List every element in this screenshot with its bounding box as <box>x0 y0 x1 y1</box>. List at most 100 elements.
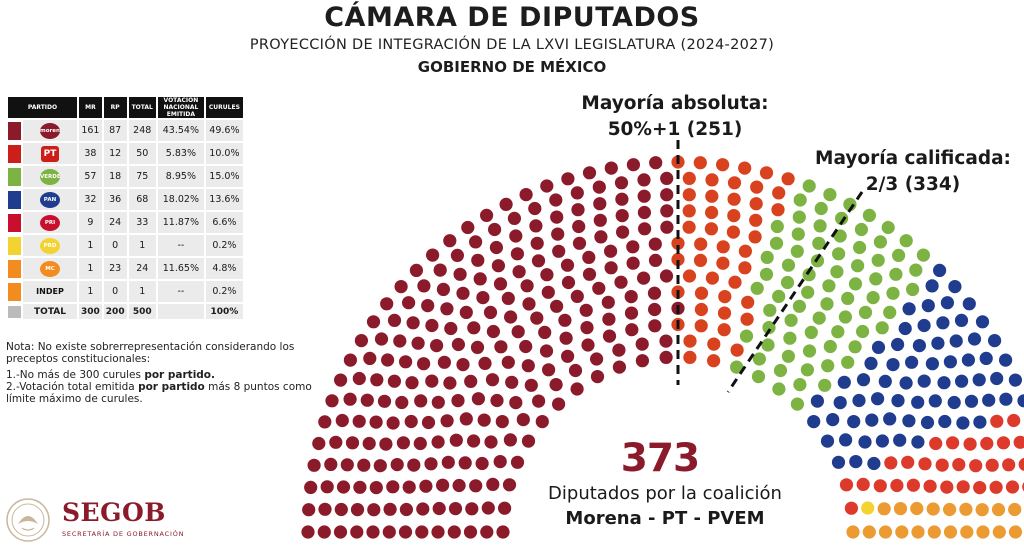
coalition-label: Diputados por la coalición <box>548 483 782 504</box>
seat-dot <box>881 220 895 235</box>
seat-dot <box>759 166 774 180</box>
seat-dot <box>558 313 572 327</box>
seat-dot <box>471 253 485 267</box>
seat-dot <box>443 376 457 390</box>
seat-dot <box>738 261 752 275</box>
seat-dot <box>902 414 916 428</box>
seat-dot <box>458 456 472 470</box>
seat-dot <box>954 313 969 327</box>
seat-dot <box>424 457 438 471</box>
seat-dot <box>996 436 1011 450</box>
seat-dot <box>728 275 742 289</box>
seat-dot <box>878 525 893 539</box>
seat-dot <box>451 337 465 352</box>
seat-dot <box>905 355 919 369</box>
seat-dot <box>386 416 400 430</box>
seat-dot <box>979 351 993 365</box>
seat-dot <box>379 437 393 451</box>
seat-dot <box>989 480 1003 494</box>
seat-dot <box>387 313 402 327</box>
party-curules: 15.0% <box>205 166 243 187</box>
seat-dot <box>570 382 584 396</box>
seat-dot <box>399 355 413 369</box>
party-total: 248 <box>128 120 156 141</box>
seat-dot <box>549 378 563 392</box>
seat-dot <box>540 268 554 282</box>
party-logo: PRI <box>23 212 77 233</box>
seat-dot <box>693 156 707 170</box>
party-mr: 1 <box>79 258 102 279</box>
seat-dot <box>551 227 565 241</box>
majority-qualified-line2: 2/3 (334) <box>865 174 961 195</box>
party-mr: 9 <box>79 212 102 233</box>
seat-dot <box>990 371 1004 386</box>
seat-dot <box>387 374 401 388</box>
seat-dot <box>590 352 604 366</box>
seat-dot <box>813 219 827 233</box>
majority-absolute-line2: 50%+1 (251) <box>607 119 743 140</box>
seat-dot <box>494 340 508 354</box>
seat-dot <box>821 359 835 373</box>
seat-dot <box>943 355 958 369</box>
seat-dot <box>329 435 343 449</box>
seat-dot <box>501 291 515 305</box>
party-rp: 0 <box>103 281 127 302</box>
seat-dot <box>839 478 854 492</box>
party-logo: morena <box>23 120 77 141</box>
seat-dot <box>935 458 949 472</box>
party-mr: 161 <box>79 120 102 141</box>
seat-dot <box>784 313 798 327</box>
seat-dot <box>417 279 431 293</box>
seat-dot <box>626 256 640 270</box>
seat-dot <box>973 481 987 495</box>
seat-dot <box>1005 480 1020 494</box>
party-mr: 32 <box>79 189 102 210</box>
seat-dot <box>682 220 696 234</box>
seat-dot <box>832 247 846 261</box>
party-logo: PT <box>23 143 77 164</box>
seat-dot <box>334 502 348 517</box>
note-item-1: 1.-No más de 300 curules por partido. <box>6 369 336 381</box>
seat-dot <box>386 480 400 494</box>
seat-dot <box>906 282 920 296</box>
seat-dot <box>906 478 921 492</box>
seat-dot <box>352 414 366 428</box>
party-total: 1 <box>128 281 156 302</box>
seat-dot <box>626 158 641 172</box>
coalition-seats: 373 <box>620 436 700 481</box>
seat-dot <box>716 256 730 270</box>
total-seats: 500 <box>128 304 156 319</box>
party-logo-badge: morena <box>40 122 60 139</box>
seat-dot <box>456 286 470 300</box>
seat-dot <box>409 263 423 277</box>
seat-dot <box>761 338 775 352</box>
seat-dot <box>486 324 500 339</box>
seat-dot <box>399 502 413 517</box>
seat-dot <box>542 363 556 377</box>
seat-dot <box>531 254 546 268</box>
seat-dot <box>637 205 652 220</box>
table-row: PRI 9 24 33 11.87% 6.6% <box>8 212 243 233</box>
party-curules: 49.6% <box>205 120 243 141</box>
seat-dot <box>899 376 913 390</box>
seat-dot <box>833 396 847 410</box>
seat-dot <box>877 502 891 516</box>
seat-dot <box>862 208 877 222</box>
seat-dot <box>871 340 886 354</box>
seat-dot <box>943 525 958 539</box>
seat-dot <box>864 356 878 370</box>
seat-dot <box>770 219 784 234</box>
party-vote: 11.65% <box>157 258 204 279</box>
seat-dot <box>923 479 937 493</box>
seat-dot <box>530 236 544 250</box>
seat-dot <box>694 319 708 333</box>
seat-dot <box>561 349 575 363</box>
seat-dot <box>856 373 871 387</box>
seat-dot <box>949 334 963 348</box>
seat-dot <box>572 236 587 250</box>
seat-dot <box>411 336 425 350</box>
party-rp: 36 <box>103 189 127 210</box>
seat-dot <box>324 457 338 471</box>
seat-dot <box>820 434 835 448</box>
seat-dot <box>509 396 523 410</box>
